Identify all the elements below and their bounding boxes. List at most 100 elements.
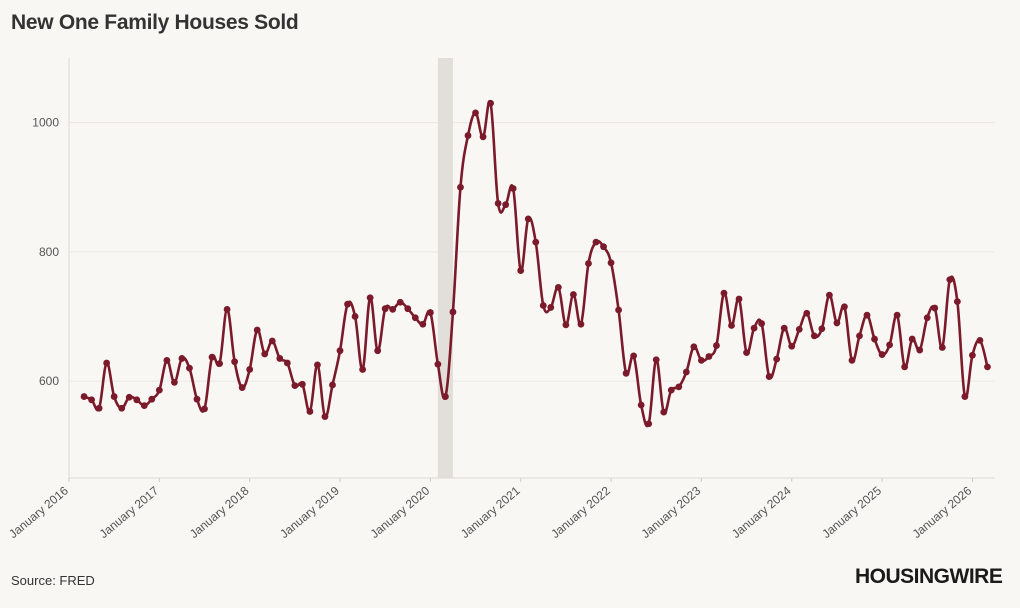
data-point[interactable] <box>532 238 540 246</box>
data-point[interactable] <box>825 291 833 299</box>
data-point[interactable] <box>931 304 939 312</box>
data-point[interactable] <box>893 311 901 319</box>
data-point[interactable] <box>547 304 555 311</box>
data-point[interactable] <box>103 359 111 367</box>
data-point[interactable] <box>562 321 570 329</box>
data-point[interactable] <box>577 320 585 328</box>
data-point[interactable] <box>457 183 464 191</box>
data-point[interactable] <box>886 341 894 349</box>
data-point[interactable] <box>208 353 216 361</box>
data-point[interactable] <box>961 393 969 400</box>
data-point[interactable] <box>720 289 728 297</box>
data-point[interactable] <box>637 401 645 409</box>
data-point[interactable] <box>344 300 351 308</box>
data-point[interactable] <box>953 298 961 305</box>
data-point[interactable] <box>554 283 562 291</box>
data-point[interactable] <box>238 384 246 391</box>
data-point[interactable] <box>276 355 284 362</box>
data-point[interactable] <box>193 395 201 403</box>
data-point[interactable] <box>524 215 532 223</box>
data-point[interactable] <box>509 185 517 192</box>
data-point[interactable] <box>863 311 871 319</box>
data-point[interactable] <box>705 353 713 360</box>
data-point[interactable] <box>231 358 239 366</box>
data-point[interactable] <box>178 355 186 362</box>
data-point[interactable] <box>494 199 502 207</box>
data-point[interactable] <box>389 305 397 313</box>
data-point[interactable] <box>570 291 577 298</box>
data-point[interactable] <box>841 303 848 311</box>
data-point[interactable] <box>901 363 909 371</box>
data-point[interactable] <box>923 314 931 322</box>
data-point[interactable] <box>916 346 924 354</box>
data-point[interactable] <box>268 337 276 345</box>
data-point[interactable] <box>938 344 946 351</box>
data-point[interactable] <box>170 378 178 386</box>
data-point[interactable] <box>585 260 592 267</box>
data-point[interactable] <box>298 380 306 388</box>
data-point[interactable] <box>682 368 690 376</box>
data-point[interactable] <box>261 350 269 358</box>
data-point[interactable] <box>88 396 95 404</box>
data-point[interactable] <box>622 369 630 377</box>
data-point[interactable] <box>306 408 314 415</box>
data-point[interactable] <box>803 309 811 317</box>
data-point[interactable] <box>449 308 457 316</box>
data-point[interactable] <box>186 364 193 372</box>
data-point[interactable] <box>946 276 954 284</box>
data-point[interactable] <box>140 402 148 410</box>
data-point[interactable] <box>133 396 141 404</box>
data-point[interactable] <box>291 382 299 389</box>
data-point[interactable] <box>351 313 359 320</box>
data-point[interactable] <box>833 319 841 327</box>
data-point[interactable] <box>487 99 494 107</box>
data-point[interactable] <box>788 342 796 350</box>
data-point[interactable] <box>95 404 103 412</box>
data-point[interactable] <box>381 305 389 313</box>
data-point[interactable] <box>856 332 863 340</box>
data-point[interactable] <box>426 309 434 316</box>
data-point[interactable] <box>976 336 984 344</box>
data-point[interactable] <box>125 393 133 401</box>
data-point[interactable] <box>615 306 622 314</box>
data-point[interactable] <box>660 408 668 416</box>
data-point[interactable] <box>810 332 818 340</box>
data-point[interactable] <box>329 381 336 389</box>
data-point[interactable] <box>314 361 321 369</box>
data-point[interactable] <box>743 349 750 357</box>
data-point[interactable] <box>253 326 261 334</box>
data-point[interactable] <box>758 320 766 327</box>
data-point[interactable] <box>517 267 525 274</box>
data-point[interactable] <box>246 366 254 373</box>
data-point[interactable] <box>442 393 449 400</box>
data-point[interactable] <box>479 133 487 141</box>
data-point[interactable] <box>871 335 878 343</box>
data-point[interactable] <box>539 302 547 309</box>
data-point[interactable] <box>419 320 427 328</box>
data-point[interactable] <box>80 393 88 400</box>
data-point[interactable] <box>434 360 442 368</box>
data-point[interactable] <box>848 357 856 364</box>
data-point[interactable] <box>630 352 638 360</box>
data-point[interactable] <box>765 373 773 380</box>
data-point[interactable] <box>223 305 231 313</box>
data-point[interactable] <box>675 383 683 391</box>
data-point[interactable] <box>690 343 698 351</box>
data-point[interactable] <box>359 366 367 373</box>
data-point[interactable] <box>984 363 991 371</box>
data-point[interactable] <box>163 357 171 364</box>
data-point[interactable] <box>472 109 479 117</box>
data-point[interactable] <box>878 351 886 358</box>
data-point[interactable] <box>336 347 344 355</box>
data-point[interactable] <box>780 324 788 332</box>
data-point[interactable] <box>607 259 615 267</box>
data-point[interactable] <box>795 325 803 333</box>
data-point[interactable] <box>366 294 374 302</box>
data-point[interactable] <box>735 295 743 303</box>
data-point[interactable] <box>404 305 412 313</box>
data-point[interactable] <box>148 395 156 403</box>
data-point[interactable] <box>773 355 781 363</box>
data-point[interactable] <box>969 351 976 359</box>
data-point[interactable] <box>201 405 208 413</box>
data-point[interactable] <box>728 322 735 329</box>
